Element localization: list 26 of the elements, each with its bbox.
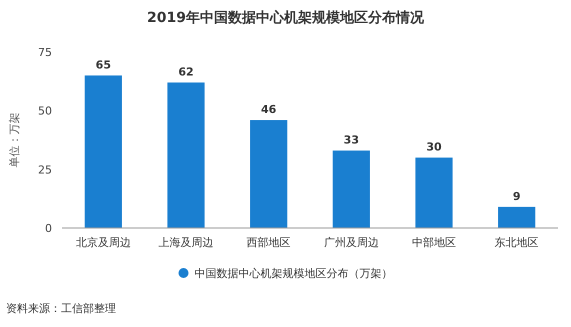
y-tick-label: 0: [45, 222, 52, 235]
data-label: 9: [512, 190, 520, 203]
text: 资料来源：工信部整理: [6, 302, 116, 315]
bar: [167, 82, 205, 228]
chart-title: 2019年中国数据中心机架规模地区分布情况: [147, 9, 425, 26]
y-axis-title: 单位：万架: [8, 112, 21, 168]
y-tick-label: 25: [38, 163, 52, 176]
bar: [84, 75, 122, 228]
data-label: 46: [261, 103, 277, 116]
x-tick-label: 北京及周边: [76, 236, 131, 249]
data-label: 30: [426, 140, 442, 154]
bar: [415, 158, 453, 228]
x-tick-label: 上海及周边: [158, 236, 214, 249]
x-tick-label: 中部地区: [412, 236, 456, 249]
y-tick-label: 50: [38, 104, 52, 118]
data-label: 65: [96, 58, 111, 72]
x-tick-label: 西部地区: [246, 236, 291, 249]
data-label: 62: [178, 66, 194, 79]
legend-label: 中国数据中心机架规模地区分布（万架）: [194, 267, 392, 280]
x-tick-label: 东北地区: [494, 236, 539, 249]
y-tick-label: 75: [38, 46, 52, 59]
bar: [332, 150, 370, 228]
bar: [498, 206, 536, 228]
bar: [250, 120, 288, 228]
data-label: 33: [344, 134, 359, 147]
x-tick-label: 广州及周边: [324, 236, 379, 249]
